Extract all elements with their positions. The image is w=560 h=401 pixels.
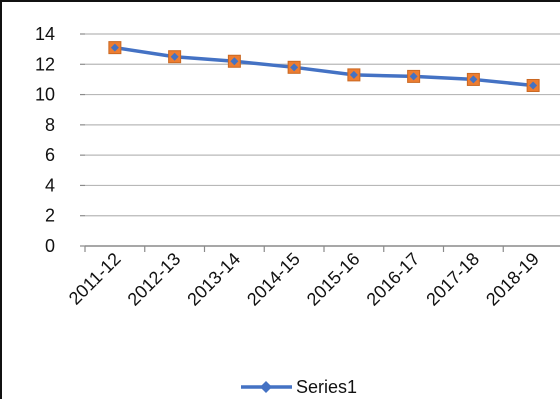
y-tick-label: 8 (45, 115, 55, 135)
data-point-inner-marker (230, 57, 239, 66)
y-tick-label: 6 (45, 145, 55, 165)
legend-label: Series1 (296, 377, 357, 397)
series-line (114, 45, 534, 88)
x-tick-label: 2017-18 (422, 249, 483, 310)
x-tick-label: 2013-14 (183, 249, 244, 310)
y-tick-label: 14 (35, 24, 55, 44)
series-layer (108, 41, 540, 92)
data-point-inner-marker (170, 52, 179, 61)
data-point-inner-marker (469, 75, 478, 84)
y-tick-label: 2 (45, 206, 55, 226)
data-point-inner-marker (349, 70, 358, 79)
x-tick-label: 2014-15 (243, 249, 304, 310)
data-point-inner-marker (529, 81, 538, 90)
x-tick-label: 2011-12 (65, 249, 125, 309)
y-tick-label: 10 (35, 85, 55, 105)
data-point-inner-marker (409, 72, 418, 81)
y-tick-label: 4 (45, 175, 55, 195)
legend: Series1 (241, 377, 357, 397)
data-point-inner-marker (110, 43, 119, 52)
x-tick-label: 2015-16 (303, 249, 364, 310)
y-tick-label: 0 (45, 236, 55, 256)
x-tick-label: 2018-19 (482, 249, 543, 310)
legend-marker (260, 381, 272, 393)
gridlines (85, 33, 560, 217)
data-point-inner-marker (290, 63, 299, 72)
x-tick-label: 2016-17 (363, 249, 424, 310)
y-tick-label: 12 (35, 54, 55, 74)
x-tick-label: 2012-13 (124, 249, 185, 310)
